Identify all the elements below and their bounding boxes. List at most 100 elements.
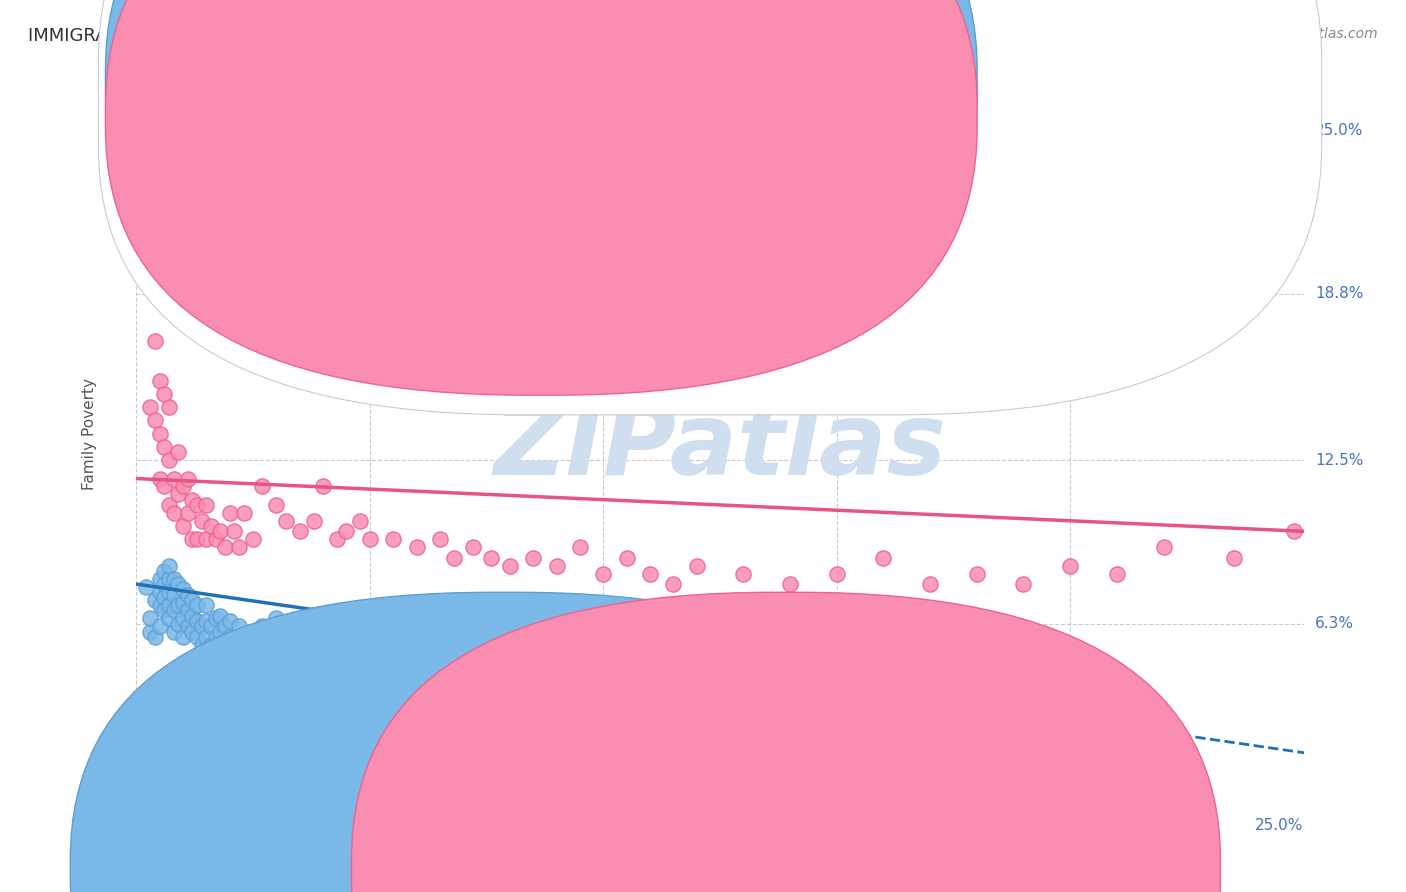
Point <box>288 524 311 539</box>
Point <box>252 619 274 633</box>
Point <box>638 682 661 697</box>
Point <box>382 533 405 547</box>
Point <box>181 593 204 607</box>
Point <box>167 445 190 459</box>
Point <box>200 638 222 652</box>
Point <box>733 566 755 581</box>
Point <box>238 640 260 655</box>
Point <box>204 611 226 625</box>
Point <box>228 540 250 554</box>
Point <box>429 533 451 547</box>
Point <box>209 524 232 539</box>
Point <box>779 577 801 591</box>
Point <box>359 533 381 547</box>
Point <box>143 334 166 349</box>
Point <box>568 540 591 554</box>
Point <box>1153 540 1175 554</box>
Text: Guyanese: Guyanese <box>808 863 884 877</box>
Point <box>153 479 176 493</box>
Point <box>471 646 494 660</box>
Point <box>224 524 246 539</box>
Point <box>157 453 180 467</box>
Point <box>172 519 194 533</box>
Point <box>153 564 176 578</box>
Point <box>266 611 288 625</box>
Point <box>139 611 162 625</box>
Point <box>163 471 186 485</box>
Point <box>177 619 200 633</box>
Point <box>214 638 236 652</box>
Point <box>280 624 302 639</box>
Point <box>242 533 264 547</box>
Text: 6.3%: 6.3% <box>1315 616 1354 632</box>
Text: N = 101: N = 101 <box>766 73 830 87</box>
Point <box>405 540 427 554</box>
Point <box>638 566 661 581</box>
Point <box>218 630 240 644</box>
Point <box>1222 550 1244 565</box>
Point <box>676 690 699 705</box>
Text: R =  -0.274: R = -0.274 <box>565 73 652 87</box>
Point <box>872 550 894 565</box>
Point <box>190 619 212 633</box>
Point <box>149 374 172 388</box>
Point <box>153 387 176 401</box>
Point <box>592 566 614 581</box>
Point <box>508 657 530 671</box>
Point <box>349 630 371 644</box>
Point <box>172 596 194 610</box>
Point <box>163 624 186 639</box>
Text: 18.8%: 18.8% <box>1315 286 1364 301</box>
Point <box>256 630 278 644</box>
Point <box>181 608 204 623</box>
Point <box>359 638 381 652</box>
Point <box>153 577 176 591</box>
Text: R =  -0.090: R = -0.090 <box>565 110 652 124</box>
Text: 12.5%: 12.5% <box>1315 452 1364 467</box>
Point <box>246 638 269 652</box>
Point <box>157 611 180 625</box>
Point <box>195 598 218 612</box>
Point <box>560 664 582 678</box>
Point <box>662 577 685 591</box>
Point <box>200 519 222 533</box>
Point <box>284 635 307 649</box>
Text: Immigrants from Hong Kong: Immigrants from Hong Kong <box>527 863 744 877</box>
Point <box>232 506 254 520</box>
Point <box>274 514 297 528</box>
Point <box>479 657 502 671</box>
Text: Family Poverty: Family Poverty <box>82 377 97 490</box>
Point <box>335 643 357 657</box>
Point <box>143 630 166 644</box>
Point <box>143 413 166 427</box>
Text: Source: ZipAtlas.com: Source: ZipAtlas.com <box>1230 27 1378 41</box>
Point <box>522 664 544 678</box>
Point <box>163 588 186 602</box>
Point <box>149 471 172 485</box>
Point <box>489 664 512 678</box>
Text: 25.0%: 25.0% <box>1315 123 1364 137</box>
Point <box>270 630 292 644</box>
Point <box>461 664 484 678</box>
Point <box>139 255 162 269</box>
Point <box>157 558 180 573</box>
Point <box>574 672 596 686</box>
Point <box>218 614 240 628</box>
Point <box>172 479 194 493</box>
Point <box>190 638 212 652</box>
Point <box>167 487 190 501</box>
Point <box>157 585 180 599</box>
Point <box>153 440 176 454</box>
Point <box>252 479 274 493</box>
Point <box>685 558 707 573</box>
Point <box>368 646 391 660</box>
Point <box>443 550 465 565</box>
Point <box>181 533 204 547</box>
Point <box>181 624 204 639</box>
Point <box>149 572 172 586</box>
Text: 0.0%: 0.0% <box>136 819 176 833</box>
Point <box>163 603 186 617</box>
Point <box>149 426 172 441</box>
Point <box>966 566 988 581</box>
Point <box>1059 558 1081 573</box>
